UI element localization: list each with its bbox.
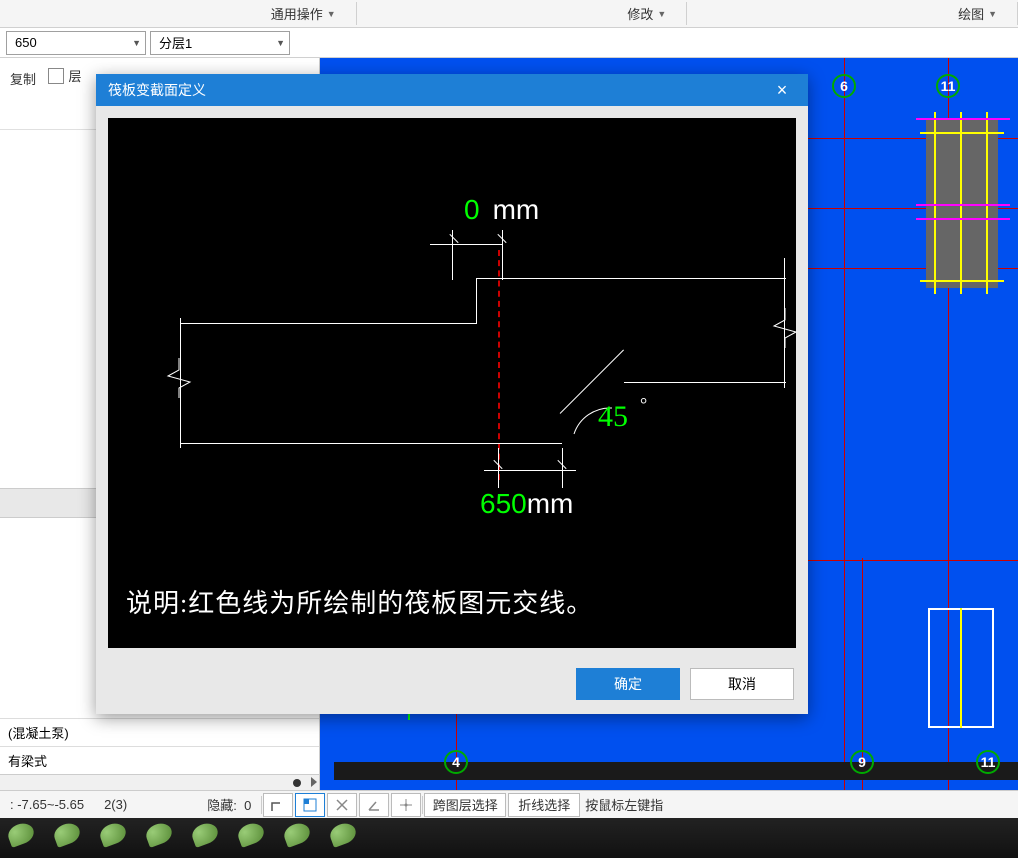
taskbar-app-icon[interactable] (284, 824, 312, 852)
taskbar-app-icon[interactable] (146, 824, 174, 852)
copy-button[interactable]: 复制 (6, 67, 40, 90)
layer-button[interactable]: 层 (44, 64, 85, 87)
angle-unit: ° (640, 394, 647, 415)
chevron-down-icon: ▼ (988, 9, 997, 19)
taskbar-app-icon[interactable] (238, 824, 266, 852)
cross-layer-select-button[interactable]: 跨图层选择 (424, 793, 506, 817)
status-hint: 按鼠标左键指 (581, 795, 673, 814)
status-bar: : -7.65~-5.65 2(3) 隐藏: 0 跨图层选择 折线选择 按鼠标左… (0, 790, 1018, 818)
os-taskbar[interactable] (0, 818, 1018, 858)
left-panel-bottom: (混凝土泵) 有梁式 (0, 718, 319, 790)
angle-value: 45 (598, 400, 628, 434)
cancel-button[interactable]: 取消 (690, 668, 794, 700)
layer-combo[interactable]: 分层1▼ (150, 31, 290, 55)
layer-icon (48, 68, 64, 84)
taskbar-app-icon[interactable] (330, 824, 358, 852)
status-hide-label: 隐藏: (207, 798, 237, 813)
dialog-titlebar[interactable]: 筏板变截面定义 × (96, 74, 808, 106)
polyline-select-button[interactable]: 折线选择 (508, 793, 580, 817)
dialog-buttons: 确定 取消 (96, 660, 808, 714)
ribbon-tab-draw[interactable]: 绘图▼ (938, 0, 1017, 27)
diagram-description: 说明:红色线为所绘制的筏板图元交线。 (126, 583, 593, 620)
point-toggle[interactable] (391, 793, 421, 817)
taskbar-app-icon[interactable] (8, 824, 36, 852)
close-icon[interactable]: × (768, 76, 796, 104)
intersection-line (498, 250, 500, 480)
break-symbol-icon (770, 308, 800, 348)
grid-bubble: 9 (850, 750, 874, 774)
section-diagram: 0 mm (108, 118, 796, 648)
ribbon-tab-modify[interactable]: 修改▼ (607, 0, 686, 27)
section-definition-dialog: 筏板变截面定义 × 0 mm (96, 74, 808, 714)
chevron-down-icon: ▼ (276, 38, 285, 48)
taskbar-app-icon[interactable] (54, 824, 82, 852)
taskbar-app-icon[interactable] (100, 824, 128, 852)
bottom-dimension-unit: mm (527, 488, 574, 519)
bottom-dimension-value: 650 (480, 488, 527, 519)
cross-toggle[interactable] (327, 793, 357, 817)
top-dimension-value: 0 (464, 194, 480, 225)
chevron-down-icon: ▼ (657, 9, 666, 19)
grid-bubble: 6 (832, 74, 856, 98)
thickness-combo[interactable]: 650▼ (6, 31, 146, 55)
taskbar-app-icon[interactable] (192, 824, 220, 852)
break-symbol-icon (164, 358, 194, 398)
chevron-down-icon: ▼ (327, 9, 336, 19)
grid-bubble: 11 (936, 74, 960, 98)
property-row-material[interactable]: (混凝土泵) (0, 718, 319, 746)
ok-button[interactable]: 确定 (576, 668, 680, 700)
dialog-title: 筏板变截面定义 (108, 80, 206, 100)
property-row-type[interactable]: 有梁式 (0, 746, 319, 774)
snap-toggle[interactable] (295, 793, 325, 817)
grid-bubble: 11 (976, 750, 1000, 774)
status-count: 2(3) (94, 797, 137, 812)
ribbon-tabs: 通用操作▼ 修改▼ 绘图▼ (0, 0, 1018, 28)
ribbon-tab-general[interactable]: 通用操作▼ (251, 0, 356, 27)
left-panel-scrollbar[interactable] (0, 774, 319, 790)
ortho-toggle[interactable] (263, 793, 293, 817)
status-hide-value: 0 (244, 798, 251, 813)
status-coords: : -7.65~-5.65 (0, 797, 94, 812)
angle-toggle[interactable] (359, 793, 389, 817)
top-dimension-unit: mm (493, 194, 540, 225)
grid-bubble: 4 (444, 750, 468, 774)
toolbar: 650▼ 分层1▼ (0, 28, 1018, 58)
chevron-down-icon: ▼ (132, 38, 141, 48)
